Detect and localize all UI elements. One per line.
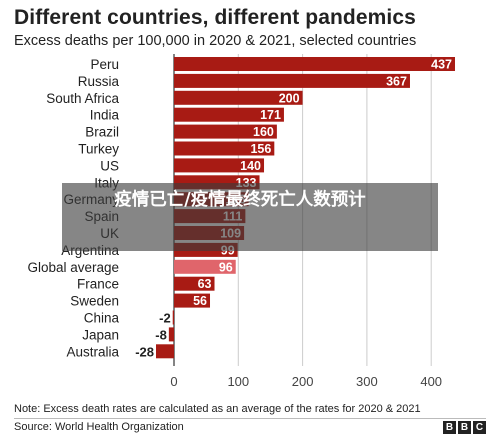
category-label: Australia — [66, 344, 119, 359]
category-label: India — [90, 108, 120, 123]
category-label: Peru — [90, 57, 119, 72]
bar — [174, 124, 277, 139]
bar — [174, 57, 455, 71]
category-label: France — [77, 277, 119, 292]
value-label: 63 — [198, 277, 212, 291]
chart-note: Note: Excess death rates are calculated … — [14, 403, 421, 415]
bar — [172, 310, 174, 325]
x-axis-ticks: 0 100 200 300 400 — [170, 374, 442, 389]
logo-letter-b1: B — [443, 421, 456, 434]
value-label: 437 — [431, 58, 452, 72]
category-label: US — [100, 158, 119, 173]
chart-subtitle: Excess deaths per 100,000 in 2020 & 2021… — [14, 33, 417, 49]
value-label: -28 — [135, 344, 154, 359]
footer-divider — [14, 418, 486, 419]
chart-title: Different countries, different pandemics — [14, 6, 416, 29]
x-tick-label: 200 — [292, 374, 314, 389]
bar — [174, 293, 211, 308]
category-label: Global average — [27, 260, 119, 275]
value-label: 200 — [279, 91, 300, 105]
bar — [174, 158, 265, 173]
bar — [174, 276, 215, 291]
bbc-logo: B B C — [443, 421, 486, 434]
value-label: 96 — [219, 260, 233, 274]
watermark-text: 疫情已亡/疫情最终死亡人数预计 — [114, 190, 366, 210]
value-label: 160 — [253, 125, 274, 139]
category-label: Turkey — [78, 142, 119, 157]
bar — [174, 141, 275, 156]
bar — [155, 344, 174, 359]
bar — [174, 73, 410, 88]
bar — [174, 259, 236, 274]
bar — [174, 90, 303, 105]
value-label: 367 — [386, 74, 407, 88]
value-label: 156 — [250, 142, 271, 156]
value-label: 140 — [240, 159, 261, 173]
watermark-overlay: 疫情已亡/疫情最终死亡人数预计 — [62, 183, 438, 251]
logo-letter-b2: B — [458, 421, 471, 434]
value-label: 171 — [260, 108, 281, 122]
x-tick-label: 0 — [170, 374, 177, 389]
category-label: Sweden — [70, 294, 119, 309]
value-label: -2 — [159, 311, 171, 326]
logo-letter-c: C — [473, 421, 486, 434]
category-label: Japan — [82, 327, 119, 342]
bar — [168, 327, 174, 342]
category-label: Russia — [78, 74, 120, 89]
chart-source: Source: World Health Organization — [14, 421, 184, 433]
category-label: South Africa — [46, 91, 119, 106]
category-label: China — [84, 311, 120, 326]
bar — [174, 107, 284, 122]
value-label: 56 — [193, 294, 207, 308]
x-tick-label: 100 — [227, 374, 249, 389]
value-label: -8 — [155, 327, 167, 342]
x-tick-label: 300 — [356, 374, 378, 389]
x-tick-label: 400 — [420, 374, 442, 389]
category-label: Brazil — [85, 125, 119, 140]
